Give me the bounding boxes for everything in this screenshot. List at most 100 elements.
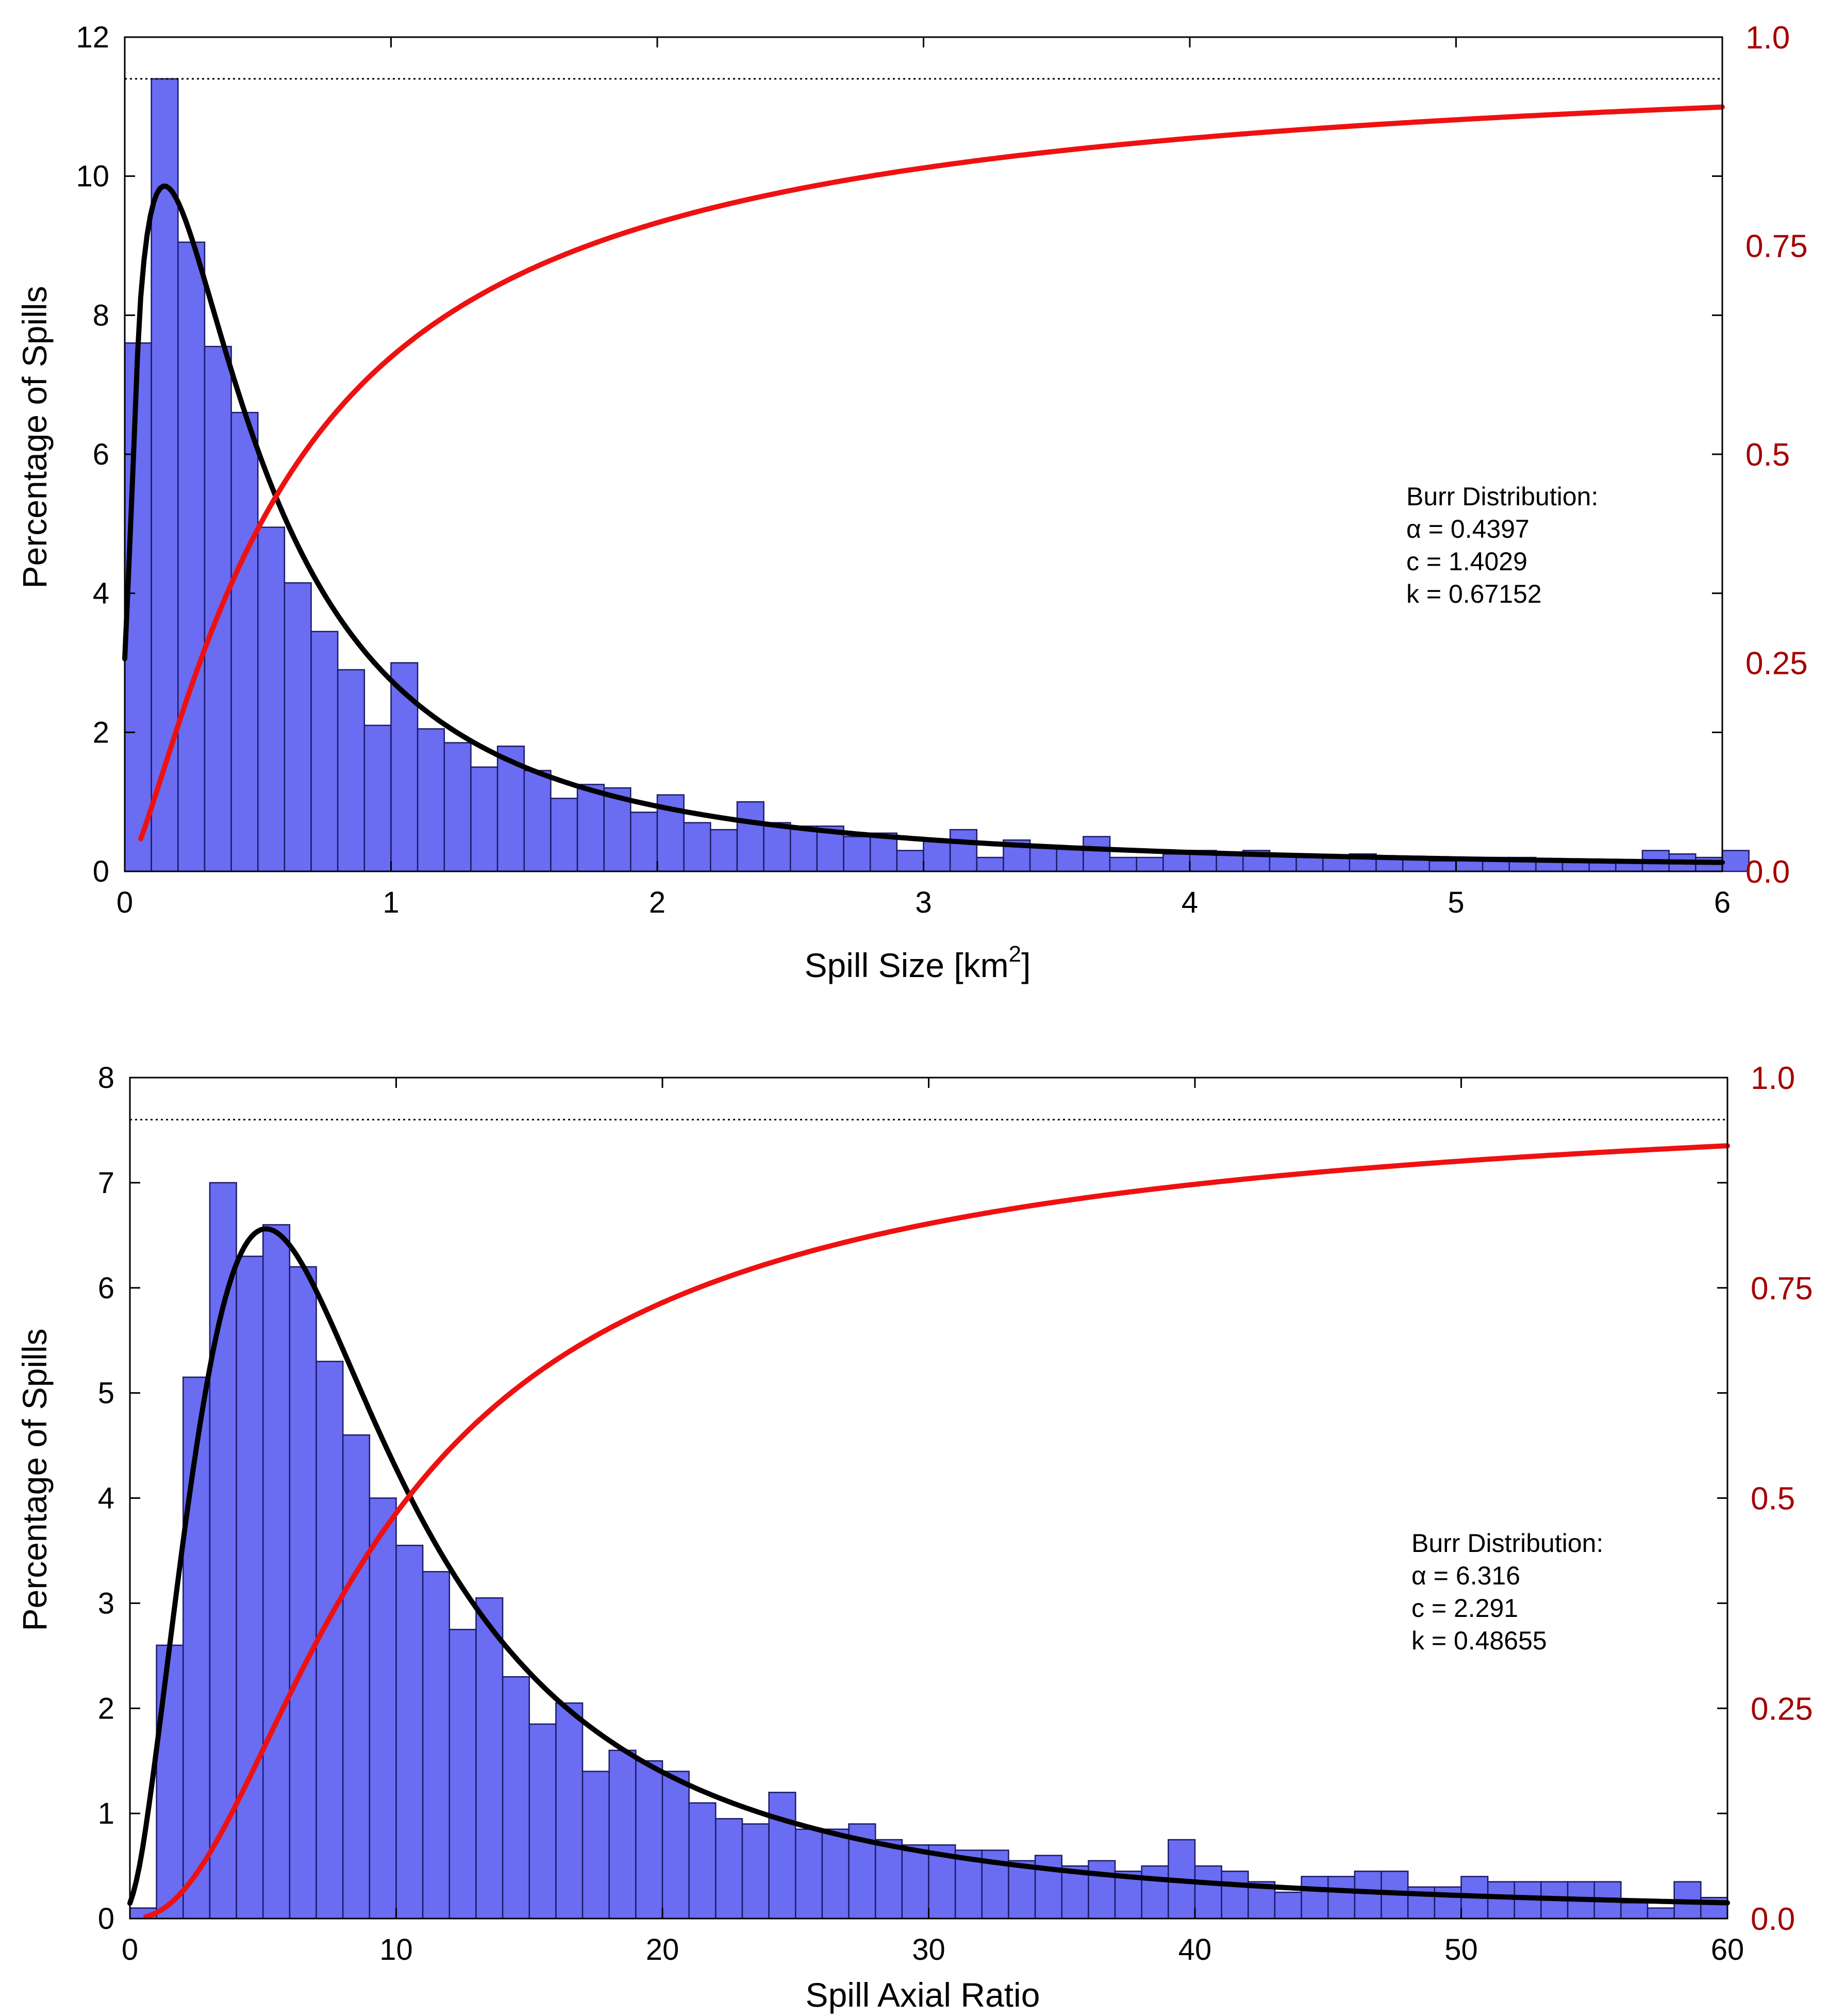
- annotation-k: k = 0.48655: [1411, 1626, 1547, 1655]
- y-tick-label: 2: [93, 716, 109, 749]
- histogram-bar: [475, 1597, 504, 1920]
- annotation-c: c = 2.291: [1411, 1594, 1518, 1623]
- x-tick-labels: 0 10 20 30 40 50 60: [122, 1933, 1744, 1967]
- x-tick-label: 30: [912, 1933, 945, 1967]
- histogram-bar: [230, 411, 259, 872]
- y-tick-label: 6: [93, 438, 109, 471]
- histogram-bar: [795, 1828, 823, 1920]
- x-tick-label: 50: [1444, 1933, 1478, 1967]
- y-axis-title: Percentage of Spills: [15, 1328, 54, 1631]
- histogram-bar: [448, 1629, 477, 1920]
- y-tick-label: 8: [98, 1061, 114, 1095]
- histogram-bar: [976, 856, 1004, 872]
- histogram-bar: [576, 784, 605, 872]
- histogram-bar: [1354, 1871, 1382, 1920]
- histogram-bar: [821, 1828, 850, 1920]
- histogram-bar: [741, 1823, 770, 1920]
- y-tick-label: 1: [98, 1797, 114, 1830]
- histogram-bar: [1029, 846, 1057, 872]
- histogram-bar: [417, 728, 445, 872]
- x-tick-label: 40: [1178, 1933, 1212, 1967]
- y-tick-label: 5: [98, 1377, 114, 1410]
- histogram-bar: [1083, 836, 1111, 872]
- histogram-bars: [129, 1182, 1728, 1920]
- x-tick-label: 3: [915, 886, 932, 919]
- x-axis-title: Spill Size [km2]: [805, 941, 1031, 984]
- x-tick-labels: 0 1 2 3 4 5 6: [117, 886, 1731, 919]
- histogram-bar: [1216, 853, 1244, 872]
- y-tick-label: 8: [93, 299, 109, 332]
- histogram-bar: [236, 1255, 264, 1920]
- cumulative-curve: [138, 104, 1725, 841]
- histogram-bar: [550, 798, 578, 872]
- histogram-bar: [1322, 856, 1351, 872]
- histogram-bar: [523, 770, 552, 872]
- histogram-bar: [262, 1224, 291, 1920]
- x-tick-label: 0: [122, 1933, 138, 1967]
- histogram-bars: [124, 78, 1750, 872]
- y-tick-label: 3: [98, 1587, 114, 1620]
- annotation-k: k = 0.67152: [1406, 580, 1542, 608]
- right-axis-tick-label: 0.5: [1751, 1481, 1795, 1517]
- histogram-bar: [369, 1497, 397, 1920]
- histogram-bar: [1620, 1902, 1649, 1920]
- histogram-bar: [923, 839, 951, 872]
- histogram-bar: [843, 836, 871, 872]
- histogram-bar: [768, 1792, 796, 1920]
- histogram-bar: [337, 669, 365, 872]
- histogram-bar: [422, 1571, 451, 1920]
- x-tick-label: 4: [1182, 886, 1198, 919]
- burr-pdf-curve: [127, 1226, 1730, 1906]
- histogram-bar: [1194, 1865, 1222, 1920]
- right-axis-tick-label: 1.0: [1751, 1061, 1795, 1096]
- histogram-bar: [1428, 860, 1457, 872]
- annotation-alpha: α = 0.4397: [1406, 515, 1529, 543]
- y-tick-label: 4: [93, 577, 109, 610]
- histogram-bar: [763, 822, 791, 872]
- axis-ticks: [129, 1077, 1728, 1920]
- histogram-bar: [1008, 1860, 1036, 1920]
- histogram-bar: [284, 582, 312, 872]
- burr-pdf-curve-group: [122, 184, 1725, 865]
- histogram-bar: [688, 1802, 717, 1920]
- y-tick-label: 0: [93, 855, 109, 888]
- x-tick-label: 2: [649, 886, 666, 919]
- burr-parameter-annotation: Burr Distribution: α = 0.4397 c = 1.4029…: [1406, 482, 1598, 608]
- histogram-bar: [555, 1702, 584, 1920]
- histogram-bar: [342, 1434, 371, 1920]
- histogram-bar: [1487, 1881, 1516, 1920]
- histogram-bar: [710, 829, 738, 872]
- histogram-bar: [683, 822, 711, 872]
- right-axis-tick-label: 1.0: [1745, 20, 1790, 56]
- histogram-bar: [395, 1544, 424, 1920]
- histogram-bar: [1136, 856, 1164, 872]
- cumulative-distribution-curve-group: [143, 1143, 1730, 1920]
- y-tick-label: 4: [98, 1482, 114, 1515]
- histogram-bar: [310, 631, 339, 872]
- histogram-bar: [635, 1760, 663, 1920]
- histogram-bar: [736, 801, 764, 872]
- x-tick-label: 5: [1448, 886, 1464, 919]
- y-tick-label: 2: [98, 1692, 114, 1725]
- histogram-bar: [289, 1266, 317, 1920]
- spill-axial-ratio-histogram-panel: 0 10 20 30 40 50 60 0 1 2 3 4 5 6 7 8 0.0 0.25 0.5 0.75 1.…: [15, 1061, 1813, 2014]
- right-axis-tick-label: 0.25: [1745, 646, 1808, 682]
- histogram-bar: [502, 1676, 530, 1920]
- right-axis-tick-label: 0.0: [1751, 1902, 1795, 1937]
- histogram-bar: [177, 241, 206, 872]
- histogram-bar: [1327, 1876, 1356, 1920]
- x-tick-label: 1: [383, 886, 399, 919]
- right-axis-tick-labels: 0.0 0.25 0.5 0.75 1.0: [1751, 1061, 1813, 1937]
- histogram-bar: [1295, 856, 1324, 872]
- x-tick-label: 0: [117, 886, 133, 919]
- annotation-title: Burr Distribution:: [1406, 482, 1598, 511]
- y-tick-label: 0: [98, 1902, 114, 1936]
- x-tick-label: 6: [1714, 886, 1731, 919]
- x-tick-label: 60: [1711, 1933, 1744, 1967]
- annotation-title: Burr Distribution:: [1411, 1529, 1603, 1558]
- annotation-alpha: α = 6.316: [1411, 1561, 1520, 1590]
- axis-ticks: [124, 36, 1723, 872]
- histogram-bar: [1274, 1891, 1302, 1920]
